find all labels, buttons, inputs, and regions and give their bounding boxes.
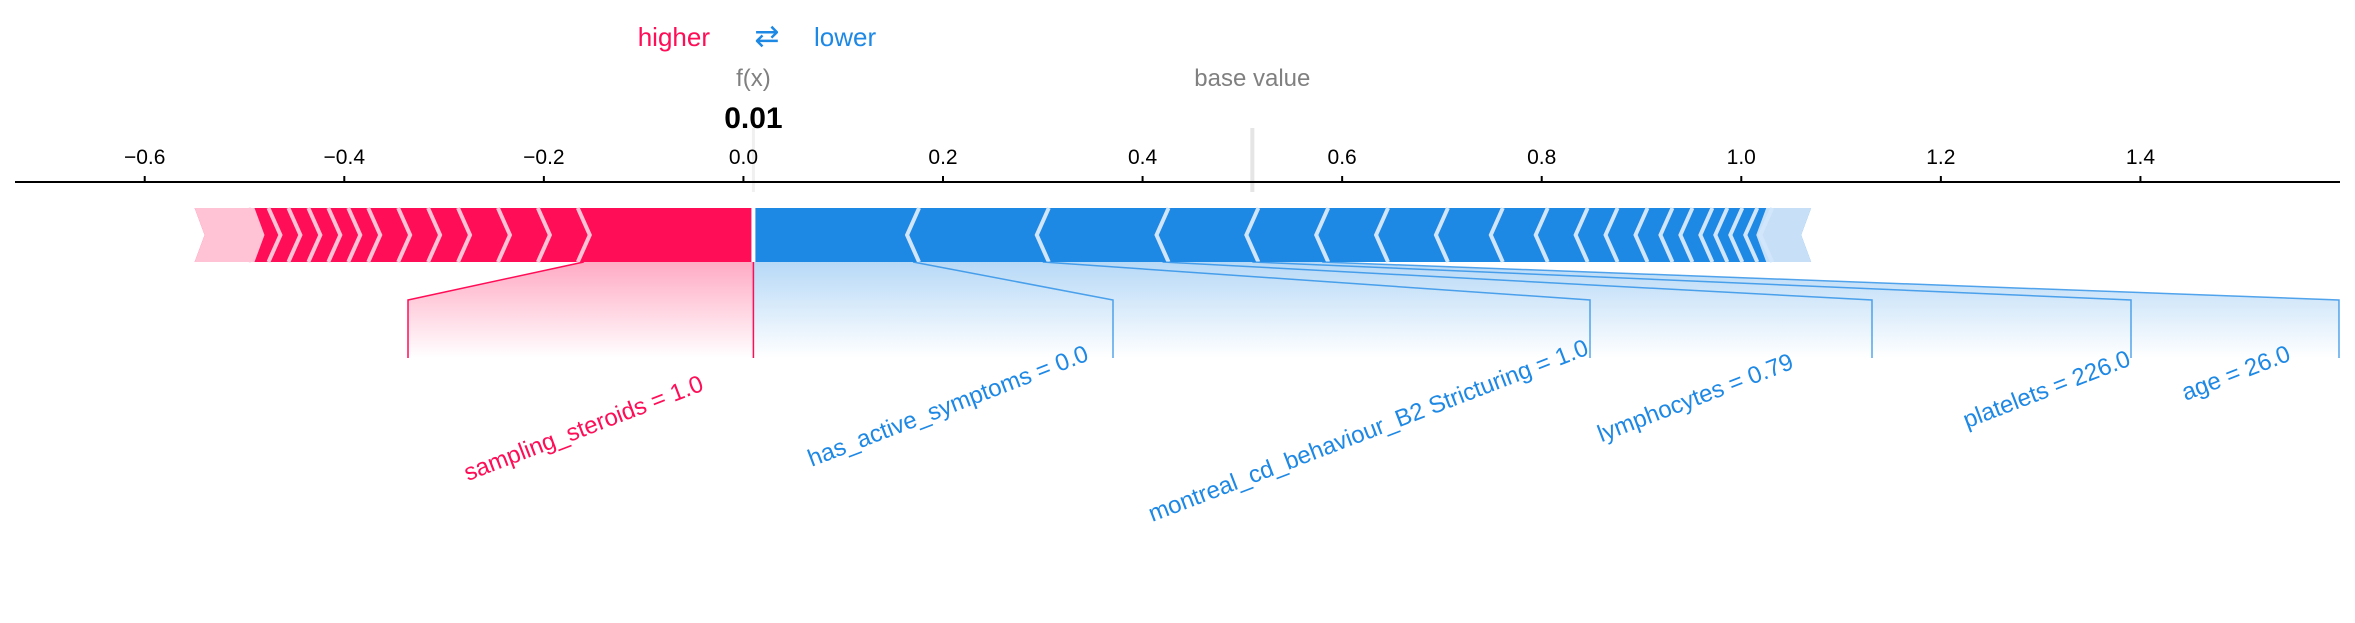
fx-value: 0.01 [724,102,782,135]
legend-arrows-icon: ⇄ [754,20,779,53]
x-axis-tick-label: 1.2 [1926,146,1955,169]
lower-bar [753,208,1812,262]
lower-segment-chevron [904,207,921,263]
higher-segment-chevron [306,207,323,263]
x-axis-tick-label: −0.4 [324,146,366,169]
lower-segment-chevron [1573,207,1590,263]
x-axis-tick-label: 1.0 [1727,146,1756,169]
higher-segment-chevron [326,207,343,263]
lower-segment-chevron [1603,207,1620,263]
higher-segment-chevron [286,207,303,263]
higher-segment-chevron [246,207,263,263]
x-axis-tick-label: −0.6 [124,146,165,169]
higher-segment-chevron [366,207,383,263]
higher-segment-chevron [266,207,283,263]
legend-higher-label: higher [638,22,711,52]
lower-segment-chevron [1698,207,1715,263]
base-value-label: base value [1194,65,1310,92]
x-axis-tick-label: −0.2 [523,146,564,169]
higher-segment-chevron [426,207,443,263]
lower-segment-chevron [1728,207,1745,263]
fx-label: f(x) [736,65,771,92]
lower-segment-chevron [1633,207,1650,263]
legend-lower-label: lower [814,22,876,52]
x-axis-tick-label: 0.4 [1128,146,1158,169]
lower-segment-chevron [1373,207,1390,263]
lower-segment-chevron [1713,207,1730,263]
lower-segment-chevron [1658,207,1675,263]
lower-contribution-fill [753,262,2339,358]
lower-segment-chevron [1678,207,1695,263]
x-axis-tick-label: 1.4 [2126,146,2156,169]
higher-bar-tail [194,208,265,262]
feature-label-platelets: platelets = 226.0 [1959,345,2134,434]
higher-segment-chevron [575,207,592,263]
higher-segment-chevron [456,207,473,263]
lower-connector [1162,261,1873,358]
lower-connector [1322,261,2340,358]
higher-segment-chevron [536,207,553,263]
lower-segment-chevron [1533,207,1550,263]
feature-label-montreal-cd-behaviour-b2: montreal_cd_behaviour_B2 Stricturing = 1… [1145,334,1592,527]
higher-connector [407,261,584,358]
lower-connector [1042,261,1591,358]
lower-segment-chevron [1314,207,1331,263]
higher-segment-chevron [496,207,513,263]
higher-segment-chevron [396,207,413,263]
higher-segment-chevron [346,207,363,263]
feature-label-has-active-symptoms: has_active_symptoms = 0.0 [804,340,1092,472]
x-axis-tick-label: 0.2 [928,146,957,169]
lower-segment-chevron [1244,207,1261,263]
feature-label-lymphocytes: lymphocytes = 0.79 [1594,348,1797,448]
x-axis-tick-label: 0.6 [1328,146,1357,169]
lower-segment-chevron [1743,207,1760,263]
lower-segment-chevron [1488,207,1505,263]
higher-contribution-fill [408,262,754,358]
lower-connector [1252,261,2132,358]
lower-connector [912,261,1114,358]
lower-segment-chevron [1433,207,1450,263]
x-axis-tick-label: 0.8 [1527,146,1556,169]
lower-segment-chevron [1758,207,1775,263]
lower-segment-chevron [1154,207,1171,263]
x-axis-tick-label: 0.0 [729,146,758,169]
feature-label-sampling-steroids: sampling_steroids = 1.0 [460,370,707,486]
lower-bar-tail [1756,208,1812,262]
lower-segment-chevron [1034,207,1051,263]
